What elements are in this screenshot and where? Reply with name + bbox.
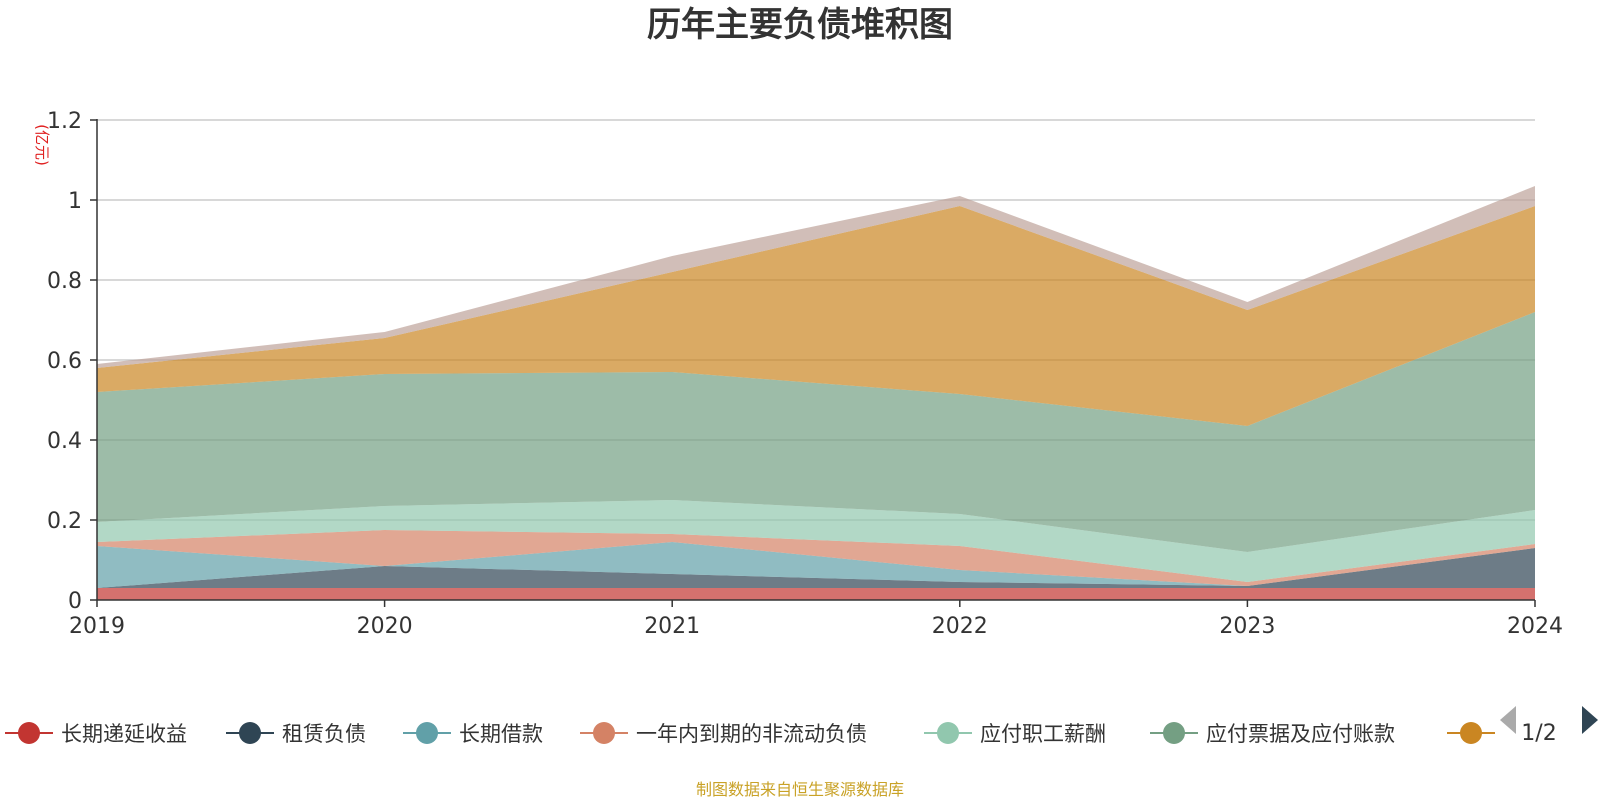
triangle-right-icon[interactable] <box>1582 706 1598 734</box>
y-tick-label: 0 <box>68 589 82 614</box>
area-series-2 <box>97 548 1535 588</box>
y-axis-unit-label: (亿元) <box>33 124 51 166</box>
area-series-1 <box>97 588 1535 600</box>
area-series-5 <box>97 500 1535 582</box>
legend-item-2[interactable]: 租赁负债 <box>226 722 366 746</box>
y-tick-label: 0.6 <box>47 349 82 374</box>
y-tick-label: 1 <box>68 189 82 214</box>
triangle-left-icon[interactable] <box>1500 706 1516 734</box>
legend-circle-marker <box>18 722 40 744</box>
x-tick-label: 2024 <box>1507 614 1563 639</box>
x-tick-label: 2019 <box>69 614 125 639</box>
x-tick-label: 2022 <box>932 614 988 639</box>
legend-item-6[interactable]: 应付票据及应付账款 <box>1150 722 1395 746</box>
legend-label: 一年内到期的非流动负债 <box>636 722 867 746</box>
legend-circle-marker <box>937 722 959 744</box>
area-series-group <box>97 186 1535 600</box>
legend-circle-marker <box>1460 722 1482 744</box>
chart-title: 历年主要负债堆积图 <box>647 5 953 45</box>
area-series-7 <box>97 206 1535 426</box>
area-series-3 <box>97 542 1535 588</box>
y-tick-label: 1.2 <box>47 109 82 134</box>
y-tick-label: 0.4 <box>47 429 82 454</box>
legend: 长期递延收益 租赁负债 长期借款 一年内到期的非流动负债 应付职工薪酬 应付票据及应付账款 <box>5 722 1495 746</box>
legend-page-indicator: 1/2 <box>1521 721 1556 746</box>
legend-circle-marker <box>239 722 261 744</box>
x-tick-label: 2021 <box>644 614 700 639</box>
legend-item-3[interactable]: 长期借款 <box>403 722 543 746</box>
legend-circle-marker <box>416 722 438 744</box>
legend-item-7[interactable] <box>1447 722 1495 744</box>
legend-label: 长期递延收益 <box>61 722 187 746</box>
legend-label: 应付职工薪酬 <box>980 722 1106 746</box>
area-series-6 <box>97 312 1535 552</box>
legend-pager: 1/2 <box>1500 706 1598 746</box>
legend-item-1[interactable]: 长期递延收益 <box>5 722 187 746</box>
legend-label: 长期借款 <box>459 722 543 746</box>
x-tick-label: 2023 <box>1219 614 1275 639</box>
x-tick-label: 2020 <box>357 614 413 639</box>
legend-label: 租赁负债 <box>282 722 366 746</box>
area-series-4 <box>97 530 1535 586</box>
legend-circle-marker <box>593 722 615 744</box>
data-source-note: 制图数据来自恒生聚源数据库 <box>696 780 904 799</box>
legend-circle-marker <box>1163 722 1185 744</box>
y-tick-label: 0.8 <box>47 269 82 294</box>
legend-item-5[interactable]: 应付职工薪酬 <box>924 722 1106 746</box>
y-tick-label: 0.2 <box>47 509 82 534</box>
legend-item-4[interactable]: 一年内到期的非流动负债 <box>580 722 867 746</box>
area-series-8 <box>97 186 1535 368</box>
legend-label: 应付票据及应付账款 <box>1206 722 1395 746</box>
axes: 0 0.2 0.4 0.6 0.8 1 1.2 2019 2020 2021 2022 2023 202… <box>47 109 1563 639</box>
